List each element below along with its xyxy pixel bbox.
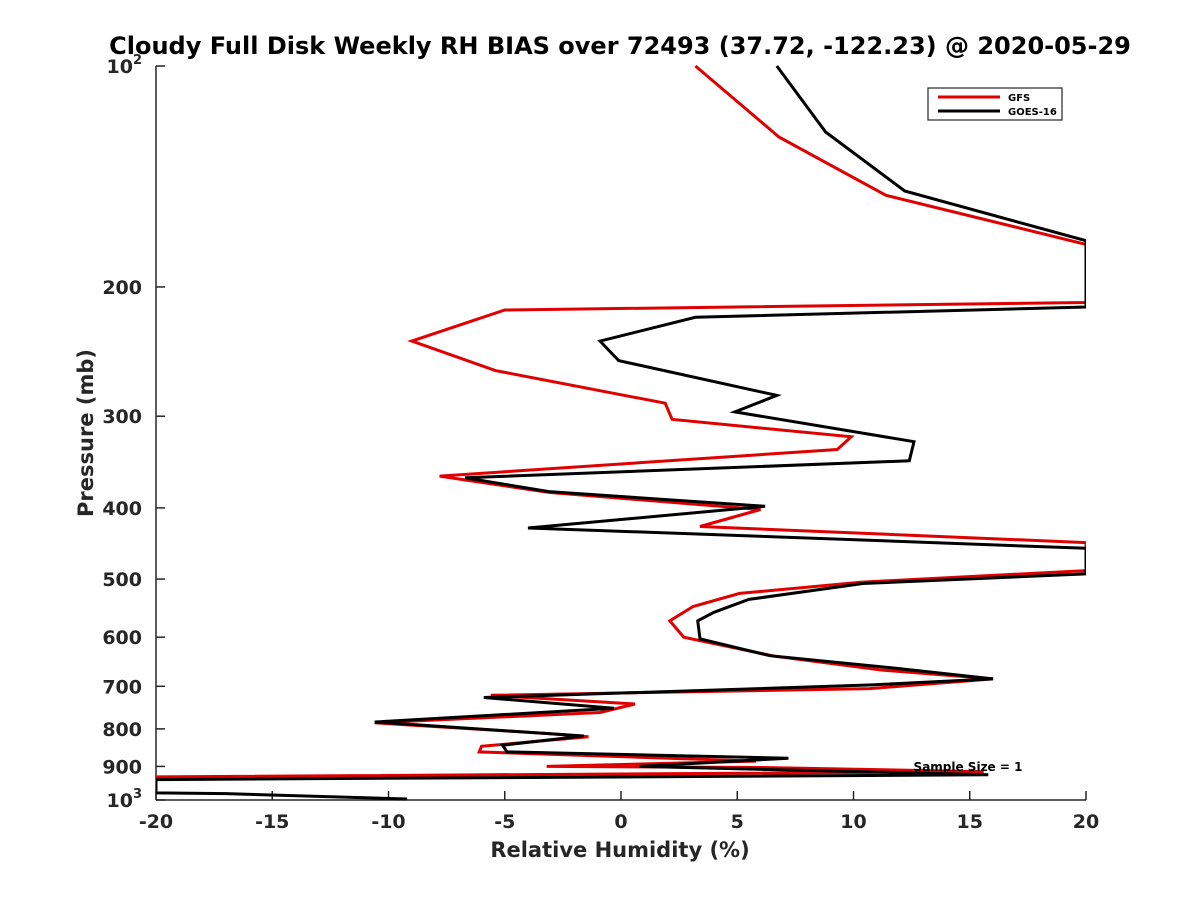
legend-box [927,87,1063,121]
y-tick-label: 300 [102,406,142,428]
series-line-goes-16 [156,65,1086,801]
y-tick-label: 400 [102,498,142,520]
x-tick-label: -5 [494,811,515,833]
y-tick-label: 900 [102,756,142,778]
x-tick-label: 10 [840,811,866,833]
x-tick-label: -10 [371,811,405,833]
legend-label: GOES-16 [1008,107,1057,118]
y-axis-label: Pressure (mb) [74,349,98,517]
legend-label: GFS [1008,93,1030,104]
y-tick-label: 103 [107,787,143,812]
x-tick-label: 0 [614,811,627,833]
y-tick-label: 500 [102,569,142,591]
y-tick-label: 102 [107,53,143,78]
x-tick-label: 15 [957,811,983,833]
legend: GFS GOES-16 [927,87,1063,121]
y-tick-label: 800 [102,719,142,741]
x-tick-label: 5 [731,811,744,833]
plot-area [156,64,1086,801]
x-tick-label: -20 [139,811,173,833]
x-tick-label: 20 [1073,811,1099,833]
y-tick-label: 700 [102,676,142,698]
x-axis-label: Relative Humidity (%) [490,838,749,862]
axes: -20 -15 -10 -5 0 5 10 15 20 102 200 300 400 500 600 700… [102,53,1099,833]
x-tick-label: -15 [255,811,289,833]
y-tick-label: 600 [102,627,142,649]
chart-title: Cloudy Full Disk Weekly RH BIAS over 724… [109,32,1131,60]
y-tick-label: 200 [102,277,142,299]
sample-size-annotation: Sample Size = 1 [914,760,1023,774]
